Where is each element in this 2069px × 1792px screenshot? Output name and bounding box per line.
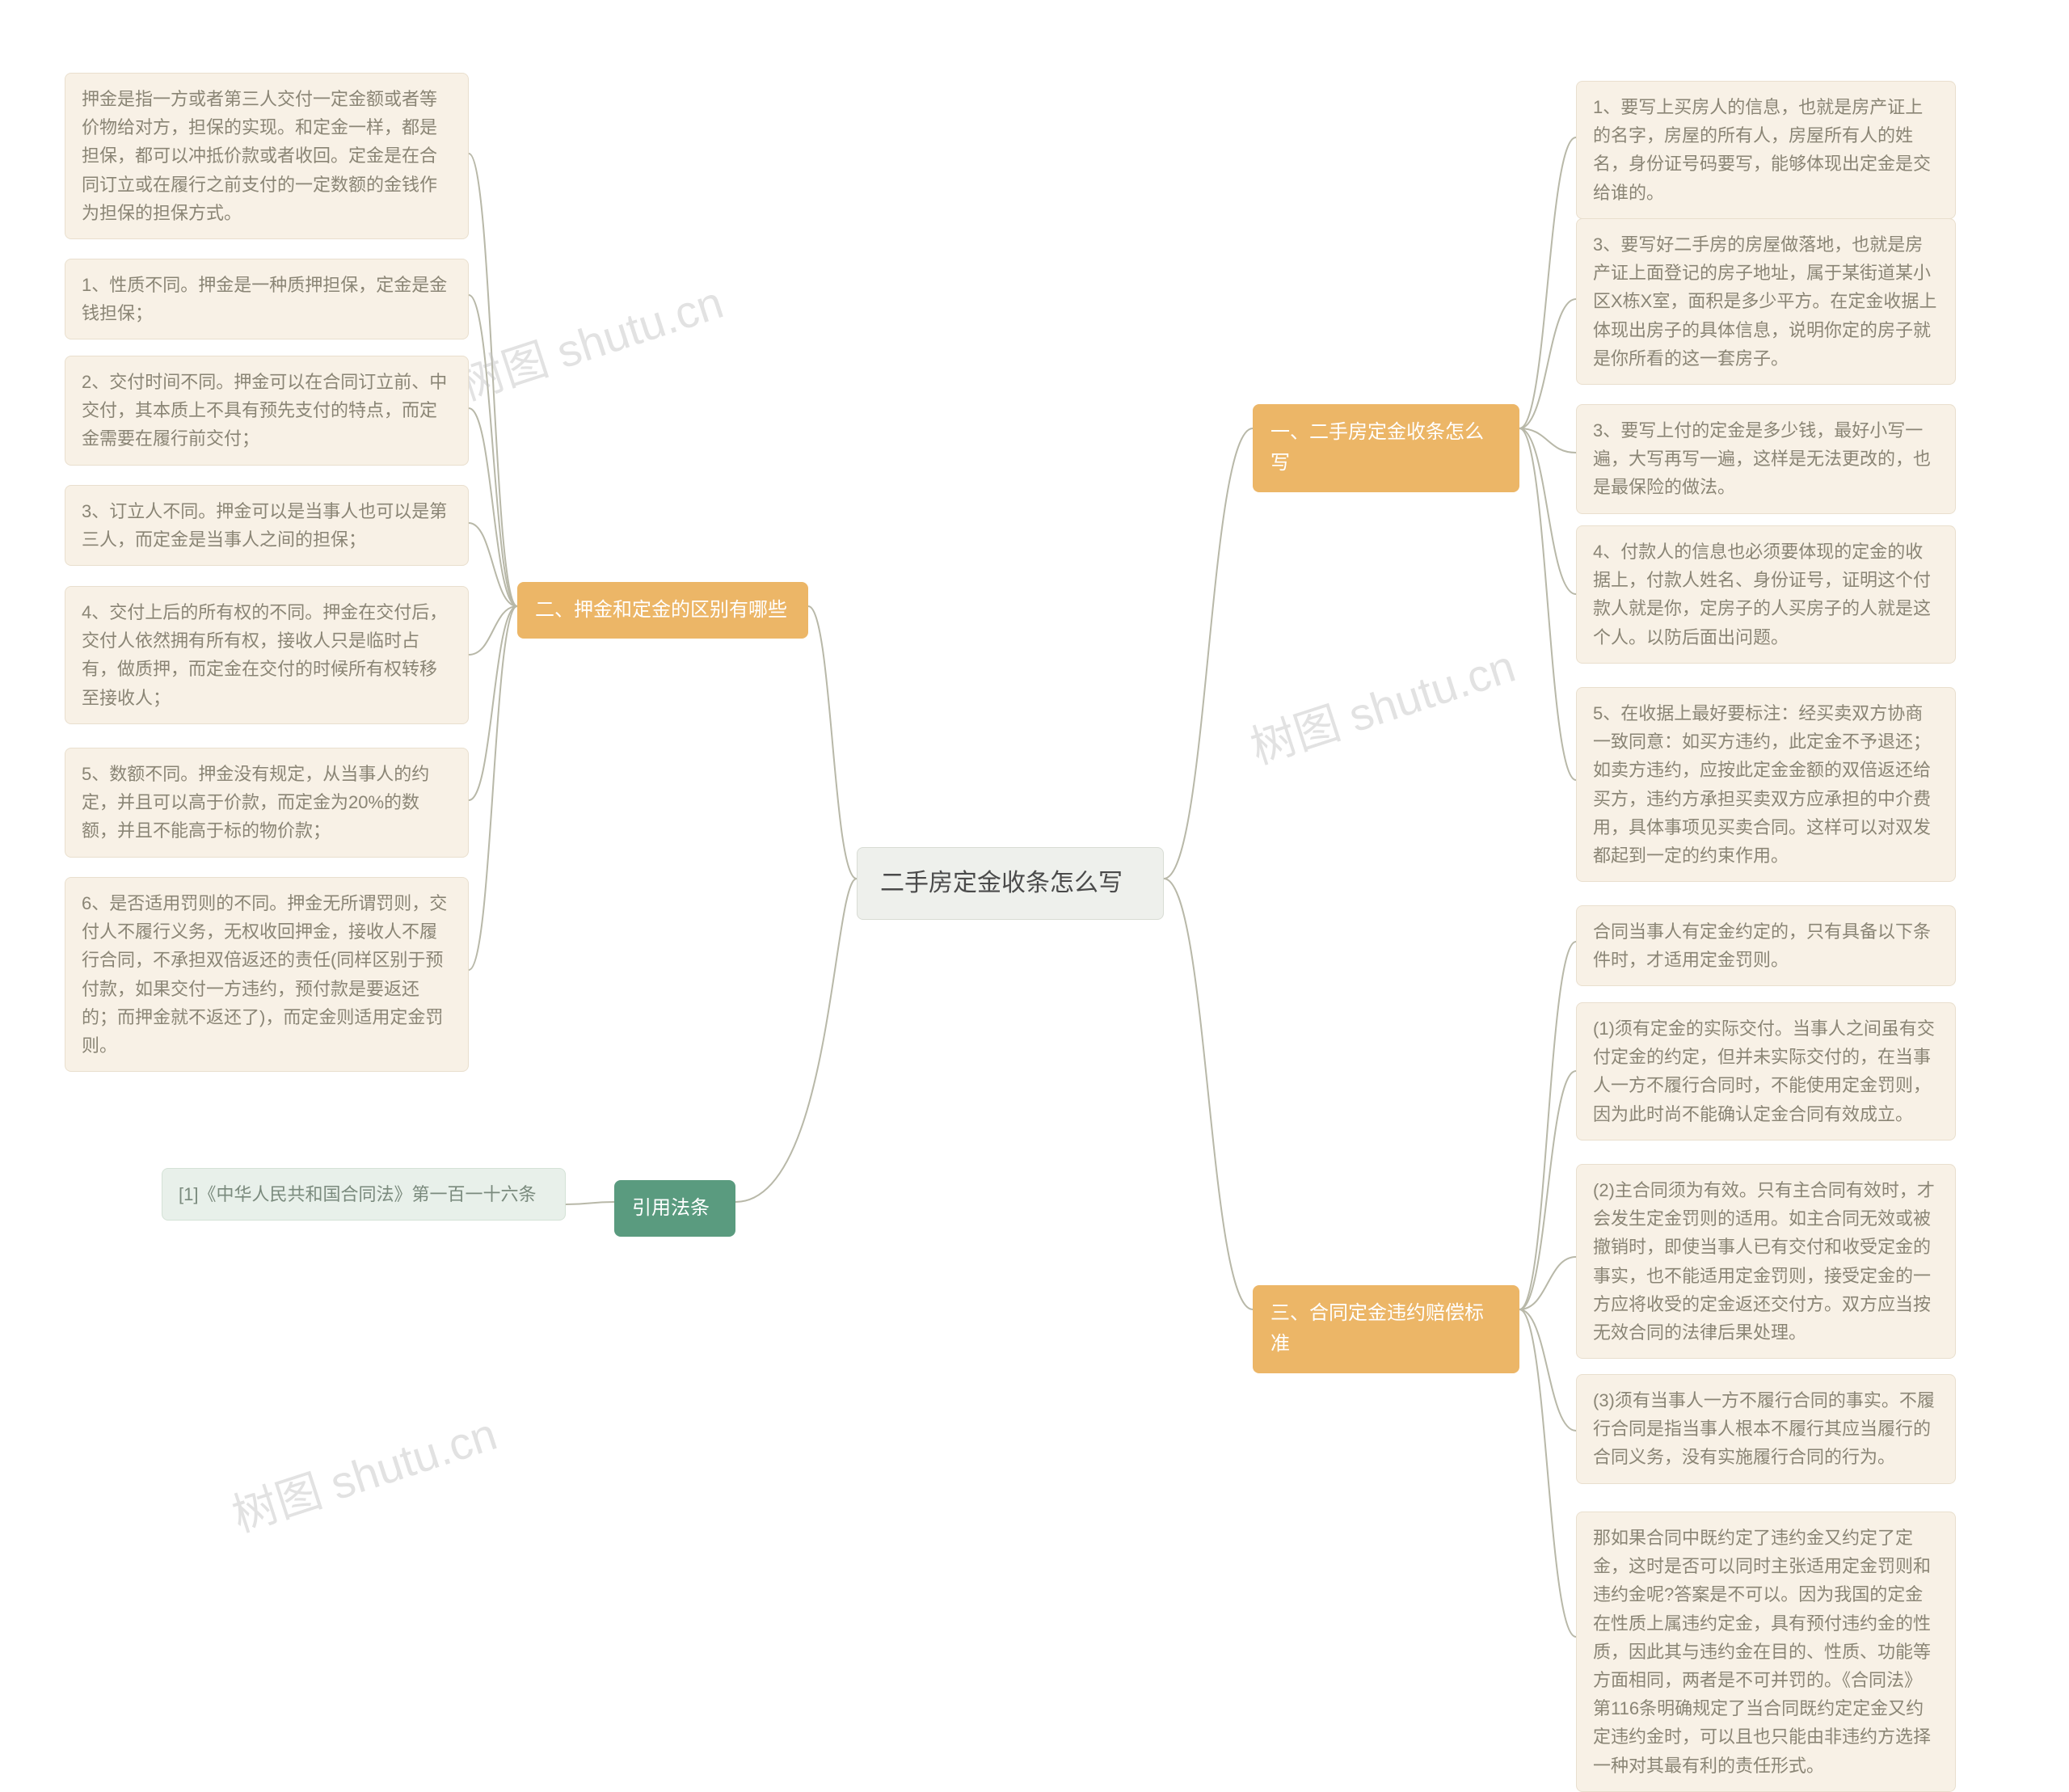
leaf-text: 4、付款人的信息也必须要体现的定金的收据上，付款人姓名、身份证号，证明这个付款人… — [1593, 542, 1931, 647]
leaf-text: 押金是指一方或者第三人交付一定金额或者等价物给对方，担保的实现。和定金一样，都是… — [82, 89, 437, 223]
leaf-text: 1、要写上买房人的信息，也就是房产证上的名字，房屋的所有人，房屋所有人的姓名，身… — [1593, 97, 1931, 203]
leaf-text: 4、交付上后的所有权的不同。押金在交付后，交付人依然拥有所有权，接收人只是临时占… — [82, 602, 447, 708]
leaf-node[interactable]: 2、交付时间不同。押金可以在合同订立前、中交付，其本质上不具有预先支付的特点，而… — [65, 356, 469, 466]
branch-node-1[interactable]: 一、二手房定金收条怎么写 — [1253, 404, 1519, 492]
branch-label: 引用法条 — [632, 1197, 710, 1219]
watermark: 树图 shutu.cn — [449, 267, 731, 414]
branch-node-cite[interactable]: 引用法条 — [614, 1180, 735, 1237]
root-label: 二手房定金收条怎么写 — [880, 870, 1123, 896]
leaf-node[interactable]: (3)须有当事人一方不履行合同的事实。不履行合同是指当事人根本不履行其应当履行的… — [1576, 1374, 1956, 1484]
branch-label: 二、押金和定金的区别有哪些 — [535, 599, 787, 621]
branch-node-3[interactable]: 三、合同定金违约赔偿标准 — [1253, 1285, 1519, 1373]
leaf-text: (2)主合同须为有效。只有主合同有效时，才会发生定金罚则的适用。如主合同无效或被… — [1593, 1180, 1935, 1343]
leaf-node[interactable]: 6、是否适用罚则的不同。押金无所谓罚则，交付人不履行义务，无权收回押金，接收人不… — [65, 877, 469, 1072]
mindmap-canvas: 树图 shutu.cn 树图 shutu.cn 树图 shutu.cn 树图 s… — [0, 0, 2069, 1775]
leaf-text: 那如果合同中既约定了违约金又约定了定金，这时是否可以同时主张适用定金罚则和违约金… — [1593, 1528, 1931, 1776]
leaf-node[interactable]: 3、订立人不同。押金可以是当事人也可以是第三人，而定金是当事人之间的担保； — [65, 485, 469, 566]
leaf-node[interactable]: 3、要写好二手房的房屋做落地，也就是房产证上面登记的房子地址，属于某街道某小区X… — [1576, 218, 1956, 385]
leaf-text: 5、在收据上最好要标注：经买卖双方协商一致同意：如买方违约，此定金不予退还；如卖… — [1593, 703, 1931, 866]
root-node[interactable]: 二手房定金收条怎么写 — [857, 847, 1164, 920]
leaf-node[interactable]: 1、性质不同。押金是一种质押担保，定金是金钱担保； — [65, 259, 469, 339]
leaf-node[interactable]: 1、要写上买房人的信息，也就是房产证上的名字，房屋的所有人，房屋所有人的姓名，身… — [1576, 81, 1956, 219]
watermark: 树图 shutu.cn — [223, 1398, 504, 1545]
leaf-text: 3、订立人不同。押金可以是当事人也可以是第三人，而定金是当事人之间的担保； — [82, 501, 447, 550]
leaf-text: 1、性质不同。押金是一种质押担保，定金是金钱担保； — [82, 275, 447, 323]
leaf-node[interactable]: 那如果合同中既约定了违约金又约定了定金，这时是否可以同时主张适用定金罚则和违约金… — [1576, 1512, 1956, 1792]
leaf-text: (3)须有当事人一方不履行合同的事实。不履行合同是指当事人根本不履行其应当履行的… — [1593, 1390, 1935, 1467]
branch-label: 一、二手房定金收条怎么写 — [1270, 421, 1484, 474]
leaf-node[interactable]: (1)须有定金的实际交付。当事人之间虽有交付定金的约定，但并未实际交付的，在当事… — [1576, 1002, 1956, 1141]
leaf-text: 2、交付时间不同。押金可以在合同订立前、中交付，其本质上不具有预先支付的特点，而… — [82, 372, 447, 449]
branch-label: 三、合同定金违约赔偿标准 — [1270, 1302, 1484, 1355]
leaf-node[interactable]: 5、数额不同。押金没有规定，从当事人的约定，并且可以高于价款，而定金为20%的数… — [65, 748, 469, 858]
leaf-node[interactable]: 3、要写上付的定金是多少钱，最好小写一遍，大写再写一遍，这样是无法更改的，也是最… — [1576, 404, 1956, 514]
leaf-text: (1)须有定金的实际交付。当事人之间虽有交付定金的约定，但并未实际交付的，在当事… — [1593, 1018, 1935, 1124]
leaf-node[interactable]: 5、在收据上最好要标注：经买卖双方协商一致同意：如买方违约，此定金不予退还；如卖… — [1576, 687, 1956, 882]
leaf-text: 5、数额不同。押金没有规定，从当事人的约定，并且可以高于价款，而定金为20%的数… — [82, 764, 429, 841]
leaf-node[interactable]: 4、交付上后的所有权的不同。押金在交付后，交付人依然拥有所有权，接收人只是临时占… — [65, 586, 469, 724]
branch-node-2[interactable]: 二、押金和定金的区别有哪些 — [517, 582, 808, 639]
leaf-text: [1]《中华人民共和国合同法》第一百一十六条 — [179, 1184, 536, 1204]
leaf-node[interactable]: 合同当事人有定金约定的，只有具备以下条件时，才适用定金罚则。 — [1576, 905, 1956, 986]
leaf-text: 3、要写好二手房的房屋做落地，也就是房产证上面登记的房子地址，属于某街道某小区X… — [1593, 234, 1936, 369]
leaf-node[interactable]: (2)主合同须为有效。只有主合同有效时，才会发生定金罚则的适用。如主合同无效或被… — [1576, 1164, 1956, 1359]
leaf-node[interactable]: 4、付款人的信息也必须要体现的定金的收据上，付款人姓名、身份证号，证明这个付款人… — [1576, 525, 1956, 664]
leaf-text: 6、是否适用罚则的不同。押金无所谓罚则，交付人不履行义务，无权收回押金，接收人不… — [82, 893, 447, 1056]
watermark: 树图 shutu.cn — [1241, 630, 1523, 778]
leaf-node[interactable]: [1]《中华人民共和国合同法》第一百一十六条 — [162, 1168, 566, 1221]
leaf-text: 合同当事人有定金约定的，只有具备以下条件时，才适用定金罚则。 — [1593, 921, 1931, 970]
leaf-node[interactable]: 押金是指一方或者第三人交付一定金额或者等价物给对方，担保的实现。和定金一样，都是… — [65, 73, 469, 239]
leaf-text: 3、要写上付的定金是多少钱，最好小写一遍，大写再写一遍，这样是无法更改的，也是最… — [1593, 420, 1931, 497]
